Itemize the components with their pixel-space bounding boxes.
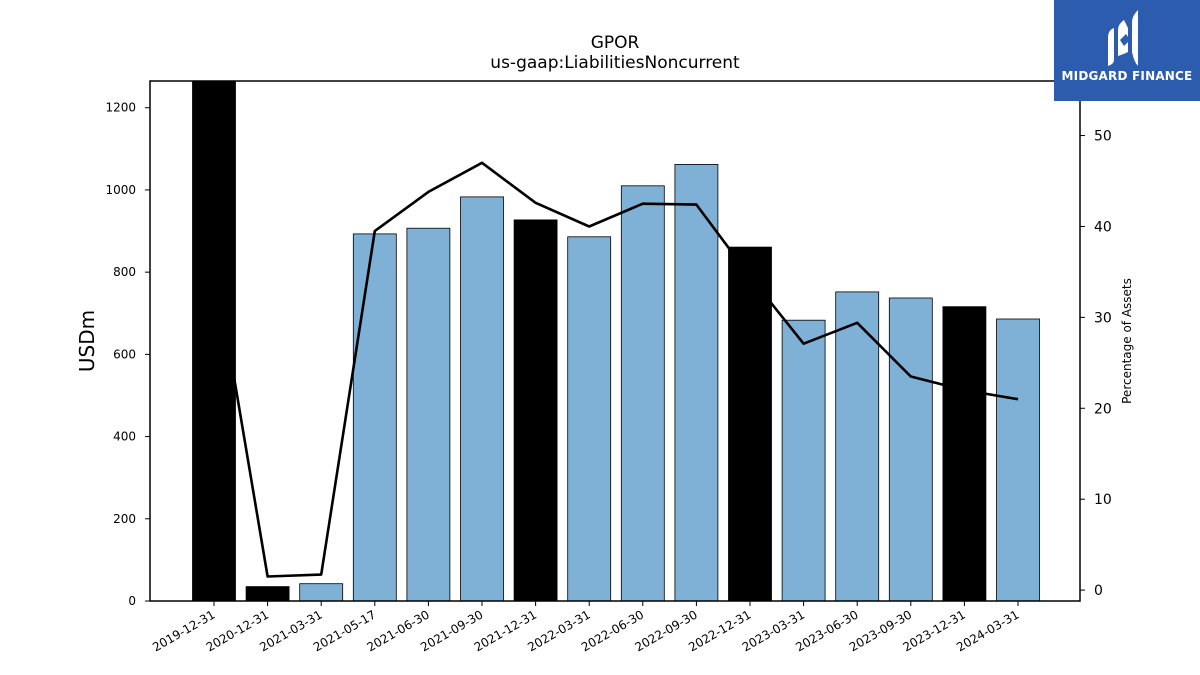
y-axis-label: USDm bbox=[75, 310, 99, 372]
chart-title: GPOR bbox=[591, 33, 640, 53]
y2-tick-label: 50 bbox=[1094, 129, 1112, 145]
bar-2021-09-30 bbox=[460, 196, 504, 602]
bars-group bbox=[192, 80, 1040, 602]
chart-subtitle: us-gaap:LiabilitiesNoncurrent bbox=[490, 53, 740, 73]
bar-2023-03-31 bbox=[781, 319, 826, 602]
bar-2021-12-31 bbox=[513, 219, 558, 602]
bar-2023-12-31 bbox=[942, 306, 987, 602]
y2-tick-label: 30 bbox=[1094, 310, 1112, 326]
y2-tick-label: 20 bbox=[1094, 401, 1112, 417]
y-tick-label: 800 bbox=[113, 265, 136, 279]
y-tick-label: 0 bbox=[128, 594, 136, 608]
bar-2023-06-30 bbox=[835, 291, 880, 602]
y-axis-left: 0 200 400 600 800 1000 1200 bbox=[105, 101, 150, 608]
bar-2022-12-31 bbox=[728, 246, 772, 602]
bar-2022-09-30 bbox=[674, 163, 719, 602]
y-tick-label: 200 bbox=[113, 512, 136, 526]
bar-2022-03-31 bbox=[567, 236, 612, 602]
bar-2022-06-30 bbox=[620, 185, 665, 602]
y-tick-label: 1000 bbox=[105, 183, 136, 197]
y2-tick-label: 0 bbox=[1094, 583, 1103, 599]
y-axis-right: 0 10 20 30 40 50 bbox=[1080, 129, 1112, 599]
bar-2021-06-30 bbox=[406, 227, 451, 602]
y2-tick-label: 10 bbox=[1094, 492, 1112, 508]
bar-2021-03-31 bbox=[299, 583, 344, 602]
logo-text: MIDGARD FINANCE bbox=[1061, 69, 1193, 83]
plot-frame bbox=[149, 80, 1081, 602]
logo-mark-icon bbox=[1108, 10, 1138, 66]
y-tick-label: 1200 bbox=[105, 101, 136, 115]
bar-2023-09-30 bbox=[888, 297, 933, 602]
x-axis: 2019-12-312020-12-312021-03-312021-05-17… bbox=[150, 601, 1022, 654]
percentage-line bbox=[212, 161, 1019, 578]
y-tick-label: 400 bbox=[113, 430, 136, 444]
bar-2024-03-31 bbox=[996, 318, 1040, 602]
bar-2020-12-31 bbox=[245, 586, 290, 602]
brand-logo: MIDGARD FINANCE bbox=[1054, 0, 1200, 101]
y2-axis-label: Percentage of Assets bbox=[1120, 278, 1134, 404]
line-group bbox=[212, 161, 1019, 578]
bar-2021-05-17 bbox=[352, 233, 397, 602]
y-tick-label: 600 bbox=[113, 347, 136, 361]
y2-tick-label: 40 bbox=[1094, 219, 1112, 235]
